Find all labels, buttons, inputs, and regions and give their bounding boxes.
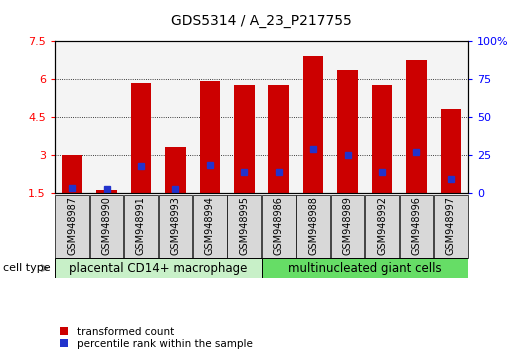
Text: GSM948997: GSM948997: [446, 196, 456, 255]
Text: placental CD14+ macrophage: placental CD14+ macrophage: [69, 262, 247, 275]
Text: GSM948991: GSM948991: [136, 196, 146, 255]
Text: multinucleated giant cells: multinucleated giant cells: [288, 262, 441, 275]
FancyBboxPatch shape: [158, 195, 192, 258]
Text: GSM948994: GSM948994: [205, 196, 215, 255]
Text: GSM948988: GSM948988: [308, 196, 318, 255]
Bar: [234, 85, 255, 193]
Legend: transformed count, percentile rank within the sample: transformed count, percentile rank withi…: [60, 327, 253, 349]
FancyBboxPatch shape: [124, 195, 158, 258]
Bar: [337, 70, 358, 193]
Bar: [199, 81, 220, 193]
Text: GSM948995: GSM948995: [240, 196, 249, 255]
Text: GSM948992: GSM948992: [377, 196, 387, 255]
Text: GSM948989: GSM948989: [343, 196, 353, 255]
Bar: [440, 109, 461, 193]
Text: cell type: cell type: [3, 263, 50, 273]
FancyBboxPatch shape: [228, 195, 261, 258]
Bar: [131, 82, 151, 193]
Text: GSM948996: GSM948996: [412, 196, 422, 255]
Bar: [62, 155, 83, 193]
FancyBboxPatch shape: [193, 195, 227, 258]
Bar: [96, 190, 117, 193]
Bar: [268, 85, 289, 193]
Text: GSM948986: GSM948986: [274, 196, 283, 255]
Text: GSM948987: GSM948987: [67, 196, 77, 255]
Bar: [165, 147, 186, 193]
Bar: [406, 60, 427, 193]
FancyBboxPatch shape: [331, 195, 365, 258]
FancyBboxPatch shape: [262, 258, 468, 278]
Bar: [372, 85, 392, 193]
FancyBboxPatch shape: [55, 195, 89, 258]
FancyBboxPatch shape: [400, 195, 434, 258]
Bar: [303, 56, 323, 193]
FancyBboxPatch shape: [296, 195, 330, 258]
FancyBboxPatch shape: [55, 258, 262, 278]
FancyBboxPatch shape: [365, 195, 399, 258]
FancyBboxPatch shape: [262, 195, 295, 258]
FancyBboxPatch shape: [89, 195, 123, 258]
Text: GSM948993: GSM948993: [170, 196, 180, 255]
Text: GDS5314 / A_23_P217755: GDS5314 / A_23_P217755: [171, 14, 352, 28]
FancyBboxPatch shape: [434, 195, 468, 258]
Text: GSM948990: GSM948990: [101, 196, 111, 255]
